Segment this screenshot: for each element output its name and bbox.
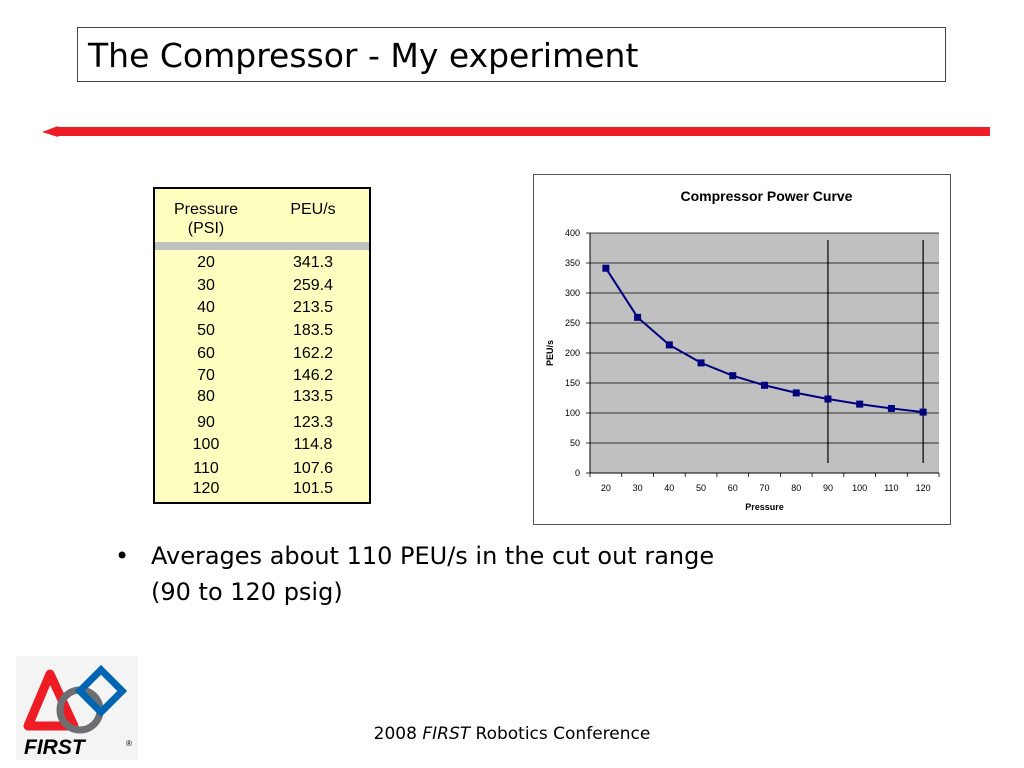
table-cell-pressure: 40 <box>197 299 215 316</box>
x-axis-title: Pressure <box>745 502 784 512</box>
y-tick-label: 100 <box>565 408 580 418</box>
table-cell-value: 133.5 <box>292 388 334 405</box>
data-point <box>792 389 800 397</box>
x-tick-label: 60 <box>728 483 738 493</box>
power-curve-chart: Compressor Power Curve 0 50 100 150 200 250 300… <box>545 188 940 512</box>
data-point <box>602 264 610 272</box>
y-tick-label: 350 <box>565 258 580 268</box>
x-tick-label: 20 <box>601 483 611 493</box>
table-cell-value: 162.2 <box>292 345 334 362</box>
table-cell-pressure: 110 <box>193 460 219 477</box>
table-header-separator <box>155 242 369 250</box>
table-cell-pressure: 20 <box>197 254 215 271</box>
x-tick-label: 110 <box>884 483 898 493</box>
title-box: The Compressor - My experiment <box>77 27 946 82</box>
first-logo: FIRST ® <box>16 656 138 760</box>
y-tick-label: 300 <box>565 288 580 298</box>
bullet-text: Averages about 110 PEU/s in the cut out … <box>151 538 801 610</box>
table-cell-value: 259.4 <box>292 277 334 294</box>
table-cell-value: 146.2 <box>292 367 334 384</box>
table-cell-pressure: 50 <box>197 322 215 339</box>
table-header-pressure: Pressure (PSI) <box>163 200 249 238</box>
x-tick-label: 100 <box>852 483 867 493</box>
table-cell-value: 107.6 <box>292 460 334 477</box>
table-cell-pressure: 80 <box>197 388 215 405</box>
bullet-line-2: (90 to 120 psig) <box>151 578 343 606</box>
data-point <box>697 359 705 367</box>
y-tick-label: 400 <box>565 228 580 238</box>
data-point <box>729 372 737 380</box>
table-header-value: PEU/s <box>290 201 336 218</box>
x-tick-label: 50 <box>696 483 706 493</box>
logo-wordmark: FIRST <box>24 736 87 759</box>
data-point <box>634 313 642 321</box>
x-tick-label: 120 <box>916 483 931 493</box>
y-tick-label: 50 <box>570 438 580 448</box>
data-point <box>856 400 864 408</box>
x-tick-label: 80 <box>791 483 801 493</box>
table-cell-pressure: 90 <box>197 414 215 431</box>
data-point <box>824 395 832 403</box>
table-cell-pressure: 30 <box>197 277 215 294</box>
bullet-dot: • <box>115 542 130 570</box>
table-cell-pressure: 70 <box>197 367 215 384</box>
table-cell-value: 183.5 <box>292 322 334 339</box>
table-cell-value: 213.5 <box>292 299 334 316</box>
red-divider-bar <box>56 127 990 136</box>
x-tick-label: 90 <box>823 483 833 493</box>
y-axis-title: PEU/s <box>545 340 555 366</box>
data-point <box>919 408 927 416</box>
footer-rest: Robotics Conference <box>470 724 651 744</box>
y-tick-label: 250 <box>565 318 580 328</box>
table-cell-value: 101.5 <box>292 480 334 497</box>
table-header-pressure-line1: Pressure <box>173 201 239 218</box>
table-cell-pressure: 100 <box>192 436 220 453</box>
table-cell-value: 341.3 <box>292 254 334 271</box>
chart-frame: Compressor Power Curve 0 50 100 150 200 250 300… <box>533 174 951 525</box>
y-tick-label: 150 <box>565 378 580 388</box>
slide-title: The Compressor - My experiment <box>88 36 639 75</box>
y-tick-label: 0 <box>575 468 580 478</box>
table-cell-pressure: 60 <box>197 345 215 362</box>
data-point <box>761 381 768 389</box>
logo-registered-mark: ® <box>126 739 132 748</box>
table-header-pressure-line2: (PSI) <box>187 220 225 237</box>
x-tick-label: 30 <box>633 483 643 493</box>
data-point <box>665 341 673 349</box>
y-tick-label: 200 <box>565 348 580 358</box>
table-cell-value: 114.8 <box>293 436 333 453</box>
pressure-table: Pressure (PSI) PEU/s 20 341.3 30 259.4 4… <box>153 187 371 504</box>
bullet-line-1: Averages about 110 PEU/s in the cut out … <box>151 542 715 570</box>
red-divider-cap <box>42 126 58 137</box>
data-point <box>887 404 895 412</box>
footer: 2008 FIRST Robotics Conference <box>0 724 1024 744</box>
table-cell-pressure: 120 <box>192 480 220 497</box>
x-tick-label: 40 <box>664 483 674 493</box>
footer-year: 2008 <box>373 724 423 744</box>
footer-brand: FIRST <box>422 724 471 744</box>
chart-title: Compressor Power Curve <box>681 188 853 204</box>
x-tick-label: 70 <box>759 483 769 493</box>
table-cell-value: 123.3 <box>292 414 334 431</box>
